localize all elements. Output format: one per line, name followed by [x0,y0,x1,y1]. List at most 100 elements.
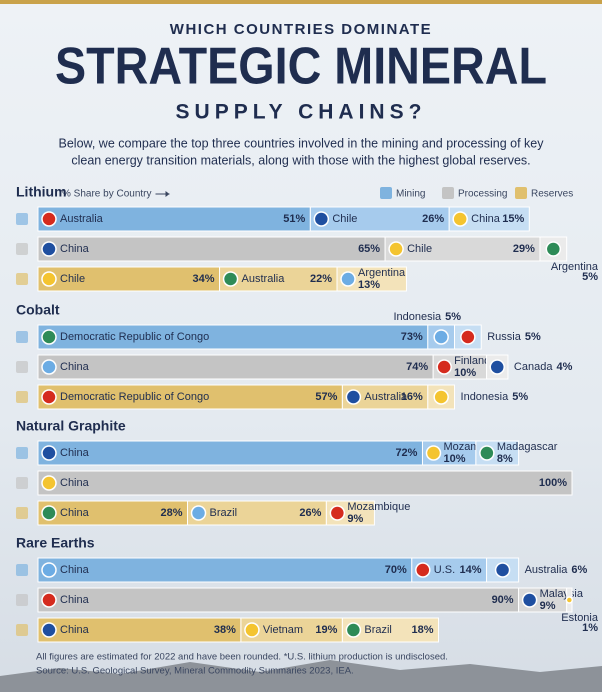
legend-label: Processing [458,189,507,200]
country-label: U.S. [434,564,455,576]
country-label: China [60,447,90,459]
value-label: 65% [358,243,380,255]
country-label: Australia [60,213,104,225]
bar-segment [37,384,343,410]
flag [41,445,57,461]
row-icon [16,273,28,285]
value-label: 4% [556,361,572,373]
bar-segment [37,470,573,496]
country-label: China [60,243,90,255]
description: Below, we compare the top three countrie… [59,136,545,150]
value-label: 16% [401,391,423,403]
kicker: WHICH COUNTRIES DOMINATE [170,21,432,38]
section-title: Natural Graphite [16,418,126,434]
value-label: 26% [299,507,321,519]
country-label: Chile [332,213,357,225]
value-label: 57% [315,391,337,403]
flag [345,389,362,405]
value-label: 9% [347,513,363,525]
flag [340,271,356,287]
bar-segment [37,324,429,350]
mountains [0,660,602,692]
value-label: 18% [411,624,433,636]
value-label: 9% [540,600,556,612]
country-label: China [60,564,90,576]
footnote: All figures are estimated for 2022 and h… [36,652,448,663]
arrow-head [165,191,170,197]
flag [329,505,346,521]
flag [494,562,511,578]
country-label: Brazil [210,507,238,519]
value-label: 19% [315,624,337,636]
flag [244,622,260,638]
country-label: China [471,213,501,225]
row-icon [16,331,28,343]
country-label: Brazil [364,624,392,636]
legend-icon [515,187,527,199]
country-label: Russia [487,331,522,343]
country-label: Indonesia [393,311,442,323]
flag [41,622,57,638]
section-title: Rare Earths [16,535,95,551]
flag [345,622,362,638]
flag [433,389,449,405]
flag [521,592,538,608]
flag [41,562,57,578]
value-label: 5% [582,271,598,283]
legend-label: Mining [396,189,425,200]
flag [436,359,452,375]
section-title: Lithium [16,184,67,200]
footnote: Source: U.S. Geological Survey, Mineral … [36,666,354,677]
value-label: 29% [513,243,535,255]
flag [41,592,57,608]
country-label: Chile [60,273,85,285]
value-label: 28% [160,507,182,519]
share-label: % Share by Country [62,189,152,200]
flag [41,211,57,227]
row-icon [16,243,28,255]
country-label: Australia [364,391,408,403]
country-label: Democratic Republic of Congo [60,391,209,403]
title: STRATEGIC MINERAL [55,38,547,96]
country-label: Estonia [561,612,599,624]
value-label: 34% [193,273,215,285]
bar-segment [37,440,423,466]
bar-segment [37,587,520,613]
legend-label: Reserves [531,189,573,200]
country-label: Madagascar [497,441,558,453]
country-label: Australia [525,564,569,576]
country-label: China [60,507,90,519]
value-label: 73% [401,331,423,343]
bar-segment [37,557,413,583]
country-label: Chile [407,243,432,255]
flag [565,596,574,604]
country-label: Canada [514,361,553,373]
subtitle: SUPPLY CHAINS? [176,101,427,124]
value-label: 51% [283,213,305,225]
flag [433,329,449,345]
description: clean energy transition materials, along… [71,153,530,167]
row-icon [16,624,28,636]
country-label: Democratic Republic of Congo [60,331,209,343]
country-label: Malaysia [540,588,584,600]
legend-icon [380,187,392,199]
top-rule [0,0,602,4]
flag [425,445,442,461]
value-label: 70% [385,564,407,576]
flag [452,211,468,227]
country-label: Mozambique [347,501,410,513]
flag [190,505,207,521]
country-label: China [60,361,90,373]
flag [479,445,495,461]
country-label: Argentina [358,267,406,279]
row-icon [16,361,28,373]
row-icon [16,213,28,225]
bar-segment [187,500,327,526]
value-label: 74% [406,361,428,373]
flag [41,271,57,287]
flag [313,211,330,227]
legend-icon [442,187,454,199]
row-icon [16,477,28,489]
country-label: Argentina [551,261,599,273]
value-label: 5% [512,391,528,403]
